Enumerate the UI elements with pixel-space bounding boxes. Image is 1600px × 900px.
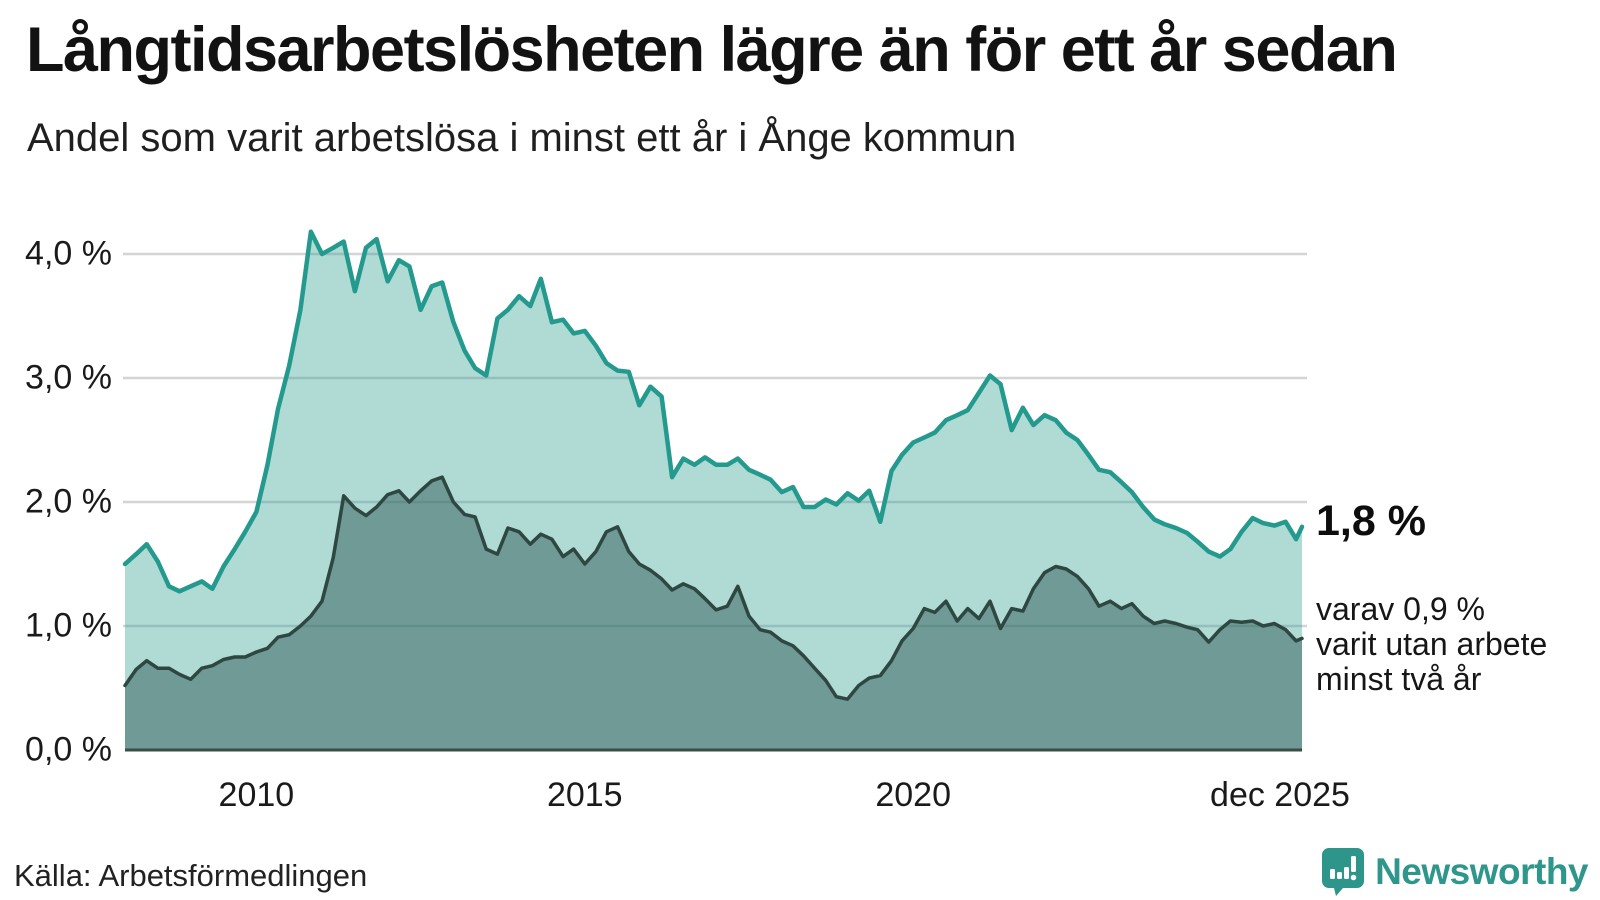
x-tick-label-2010: 2010 <box>218 776 295 814</box>
x-tick-label-dec-2025: dec 2025 <box>1210 776 1350 814</box>
series-end-value-label: 1,8 % <box>1316 497 1426 545</box>
y-tick-label-40: 4,0 % <box>25 234 112 273</box>
y-tick-label-00: 0,0 % <box>25 730 112 769</box>
x-tick-label-2020: 2020 <box>875 776 951 814</box>
y-tick-label-20: 2,0 % <box>25 482 112 521</box>
end-note-line-1: varav 0,9 % <box>1316 591 1485 627</box>
newsworthy-wordmark: Newsworthy <box>1375 851 1588 892</box>
source-credit: Källa: Arbetsförmedlingen <box>14 858 368 893</box>
x-tick-label-2015: 2015 <box>546 776 623 814</box>
y-tick-label-10: 1,0 % <box>25 606 112 645</box>
page-title: Långtidsarbetslösheten lägre än för ett … <box>26 15 1398 85</box>
end-note-line-3: minst två år <box>1316 661 1482 697</box>
page-subtitle: Andel som varit arbetslösa i minst ett å… <box>27 116 1017 160</box>
newsworthy-bubble-icon <box>1322 848 1365 896</box>
series-end-note: varav 0,9 % varit utan arbete minst två … <box>1316 592 1547 697</box>
newsworthy-logo: Newsworthy <box>1321 846 1588 898</box>
y-tick-label-30: 3,0 % <box>25 358 112 397</box>
end-note-line-2: varit utan arbete <box>1316 626 1548 662</box>
